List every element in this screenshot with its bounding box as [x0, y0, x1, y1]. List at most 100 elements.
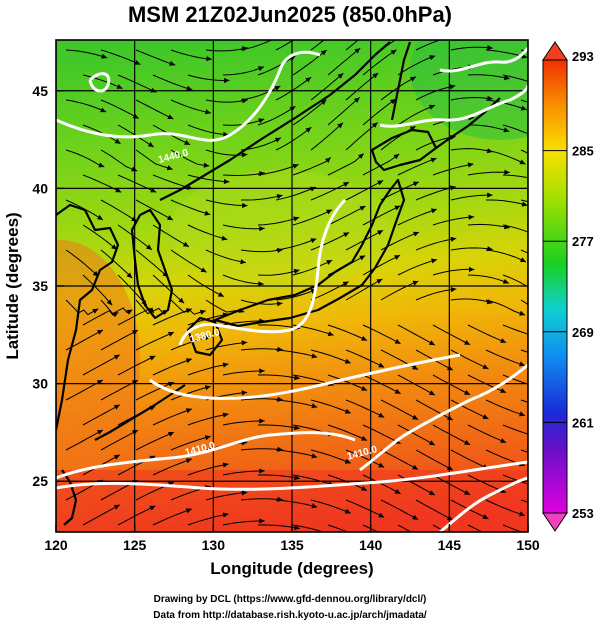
streamline-1 — [100, 49, 141, 65]
streamline-100 — [152, 224, 190, 248]
streamline-arrow-136 — [469, 266, 475, 272]
streamline-arrow-215 — [294, 425, 300, 431]
streamline-arrow-133 — [359, 255, 366, 261]
streamline-272 — [292, 524, 326, 532]
streamline-arrow-211 — [149, 405, 156, 411]
streamline-74 — [222, 172, 265, 177]
streamline-arrow-177 — [412, 364, 419, 370]
streamline-arrow-104 — [326, 209, 333, 215]
streamline-155 — [117, 307, 155, 326]
streamline-99 — [117, 224, 153, 251]
streamline-arrow-224 — [96, 430, 103, 435]
streamline-arrow-46 — [258, 118, 265, 124]
streamline-arrow-93 — [412, 181, 419, 187]
streamline-arrow-219 — [428, 440, 435, 446]
streamline-arrow-110 — [537, 234, 543, 239]
streamline-20 — [292, 49, 328, 76]
streamline-81 — [467, 171, 510, 176]
streamline-2 — [135, 49, 176, 66]
x-tick-label-130: 130 — [202, 537, 226, 553]
streamline-arrow-64 — [371, 122, 378, 128]
streamline-50 — [362, 98, 397, 126]
streamline-arrow-23 — [429, 55, 436, 61]
streamline-15 — [117, 74, 157, 93]
contour-1380 — [178, 198, 347, 346]
streamline-119 — [310, 232, 350, 251]
streamline-112 — [65, 249, 99, 277]
streamline-arrow-152 — [519, 310, 526, 316]
streamline-arrow-268 — [185, 508, 192, 514]
streamline-arrow-11 — [487, 45, 493, 51]
streamline-arrow-70 — [115, 187, 122, 193]
streamline-arrow-251 — [574, 479, 580, 484]
streamline-203 — [310, 399, 351, 414]
streamline-105 — [327, 205, 366, 226]
streamline-16 — [152, 74, 193, 91]
streamline-arrow-120 — [377, 230, 384, 236]
credit-drawing: Drawing by DCL (https://www.gfd-dennou.o… — [154, 594, 427, 605]
streamline-65 — [380, 125, 416, 151]
streamline-135 — [397, 259, 438, 276]
streamline-137 — [467, 274, 510, 284]
y-tick-label-25: 25 — [32, 473, 48, 489]
streamline-96 — [486, 199, 528, 206]
streamline-arrow-30 — [167, 114, 174, 119]
streamline-arrow-98 — [111, 244, 117, 250]
streamline-241 — [187, 463, 229, 476]
streamline-130 — [222, 274, 264, 285]
streamline-arrow-92 — [377, 180, 384, 186]
streamline-arrow-36 — [372, 73, 379, 79]
streamline-arrow-27 — [572, 84, 578, 89]
streamline-arrow-176 — [378, 362, 385, 368]
streamline-218 — [362, 424, 401, 445]
streamline-147 — [310, 281, 349, 301]
streamline-141 — [100, 299, 133, 315]
streamline-arrow-100 — [182, 241, 189, 247]
colorbar: 253 261 269 277 285 293 — [542, 41, 594, 532]
streamline-arrow-267 — [149, 505, 156, 511]
streamline-arrow-201 — [277, 396, 283, 402]
streamline-arrow-206 — [446, 415, 453, 421]
streamline-arrow-21 — [354, 48, 361, 54]
streamline-arrow-123 — [487, 246, 493, 252]
streamline-149 — [380, 280, 419, 301]
streamline-arrow-51 — [429, 104, 435, 110]
coastline-ryukyu — [94, 384, 186, 441]
streamline-arrow-180 — [519, 361, 525, 367]
streamline-arrow-143 — [199, 309, 206, 315]
streamline-arrow-89 — [276, 194, 283, 199]
streamline-arrow-157 — [222, 312, 229, 318]
streamline-arrow-108 — [468, 214, 475, 220]
streamline-260 — [345, 499, 385, 518]
streamline-214 — [222, 420, 265, 426]
streamline-207 — [450, 399, 489, 420]
y-tick-label-45: 45 — [32, 83, 48, 99]
streamline-arrow-68 — [519, 159, 526, 165]
streamline-235 — [450, 449, 489, 470]
x-tick-label-135: 135 — [280, 537, 304, 553]
streamline-250 — [502, 474, 528, 485]
streamline-31 — [170, 99, 211, 114]
streamline-30 — [135, 99, 174, 120]
streamline-arrow-190 — [394, 388, 401, 394]
streamline-arrow-277 — [500, 538, 506, 543]
streamline-arrow-196 — [96, 380, 103, 385]
streamline-246 — [362, 474, 401, 495]
streamline-arrow-50 — [390, 99, 396, 105]
contour-north-east — [379, 84, 528, 128]
streamline-183 — [117, 355, 156, 376]
streamline-134 — [362, 254, 401, 276]
streamline-217 — [327, 424, 368, 441]
streamline-arrow-80 — [467, 162, 474, 168]
streamline-arrow-225 — [132, 430, 138, 435]
streamline-arrow-74 — [259, 171, 265, 177]
streamline-arrow-182 — [113, 354, 120, 360]
streamline-206 — [415, 399, 454, 421]
streamline-225 — [100, 429, 139, 451]
colorbar-tick-label-261: 261 — [572, 415, 594, 430]
streamline-arrow-45 — [223, 131, 229, 137]
streamline-arrow-42 — [114, 138, 121, 144]
streamline-34 — [275, 76, 312, 101]
streamline-arrow-243 — [294, 475, 300, 481]
streamline-156 — [152, 308, 192, 326]
